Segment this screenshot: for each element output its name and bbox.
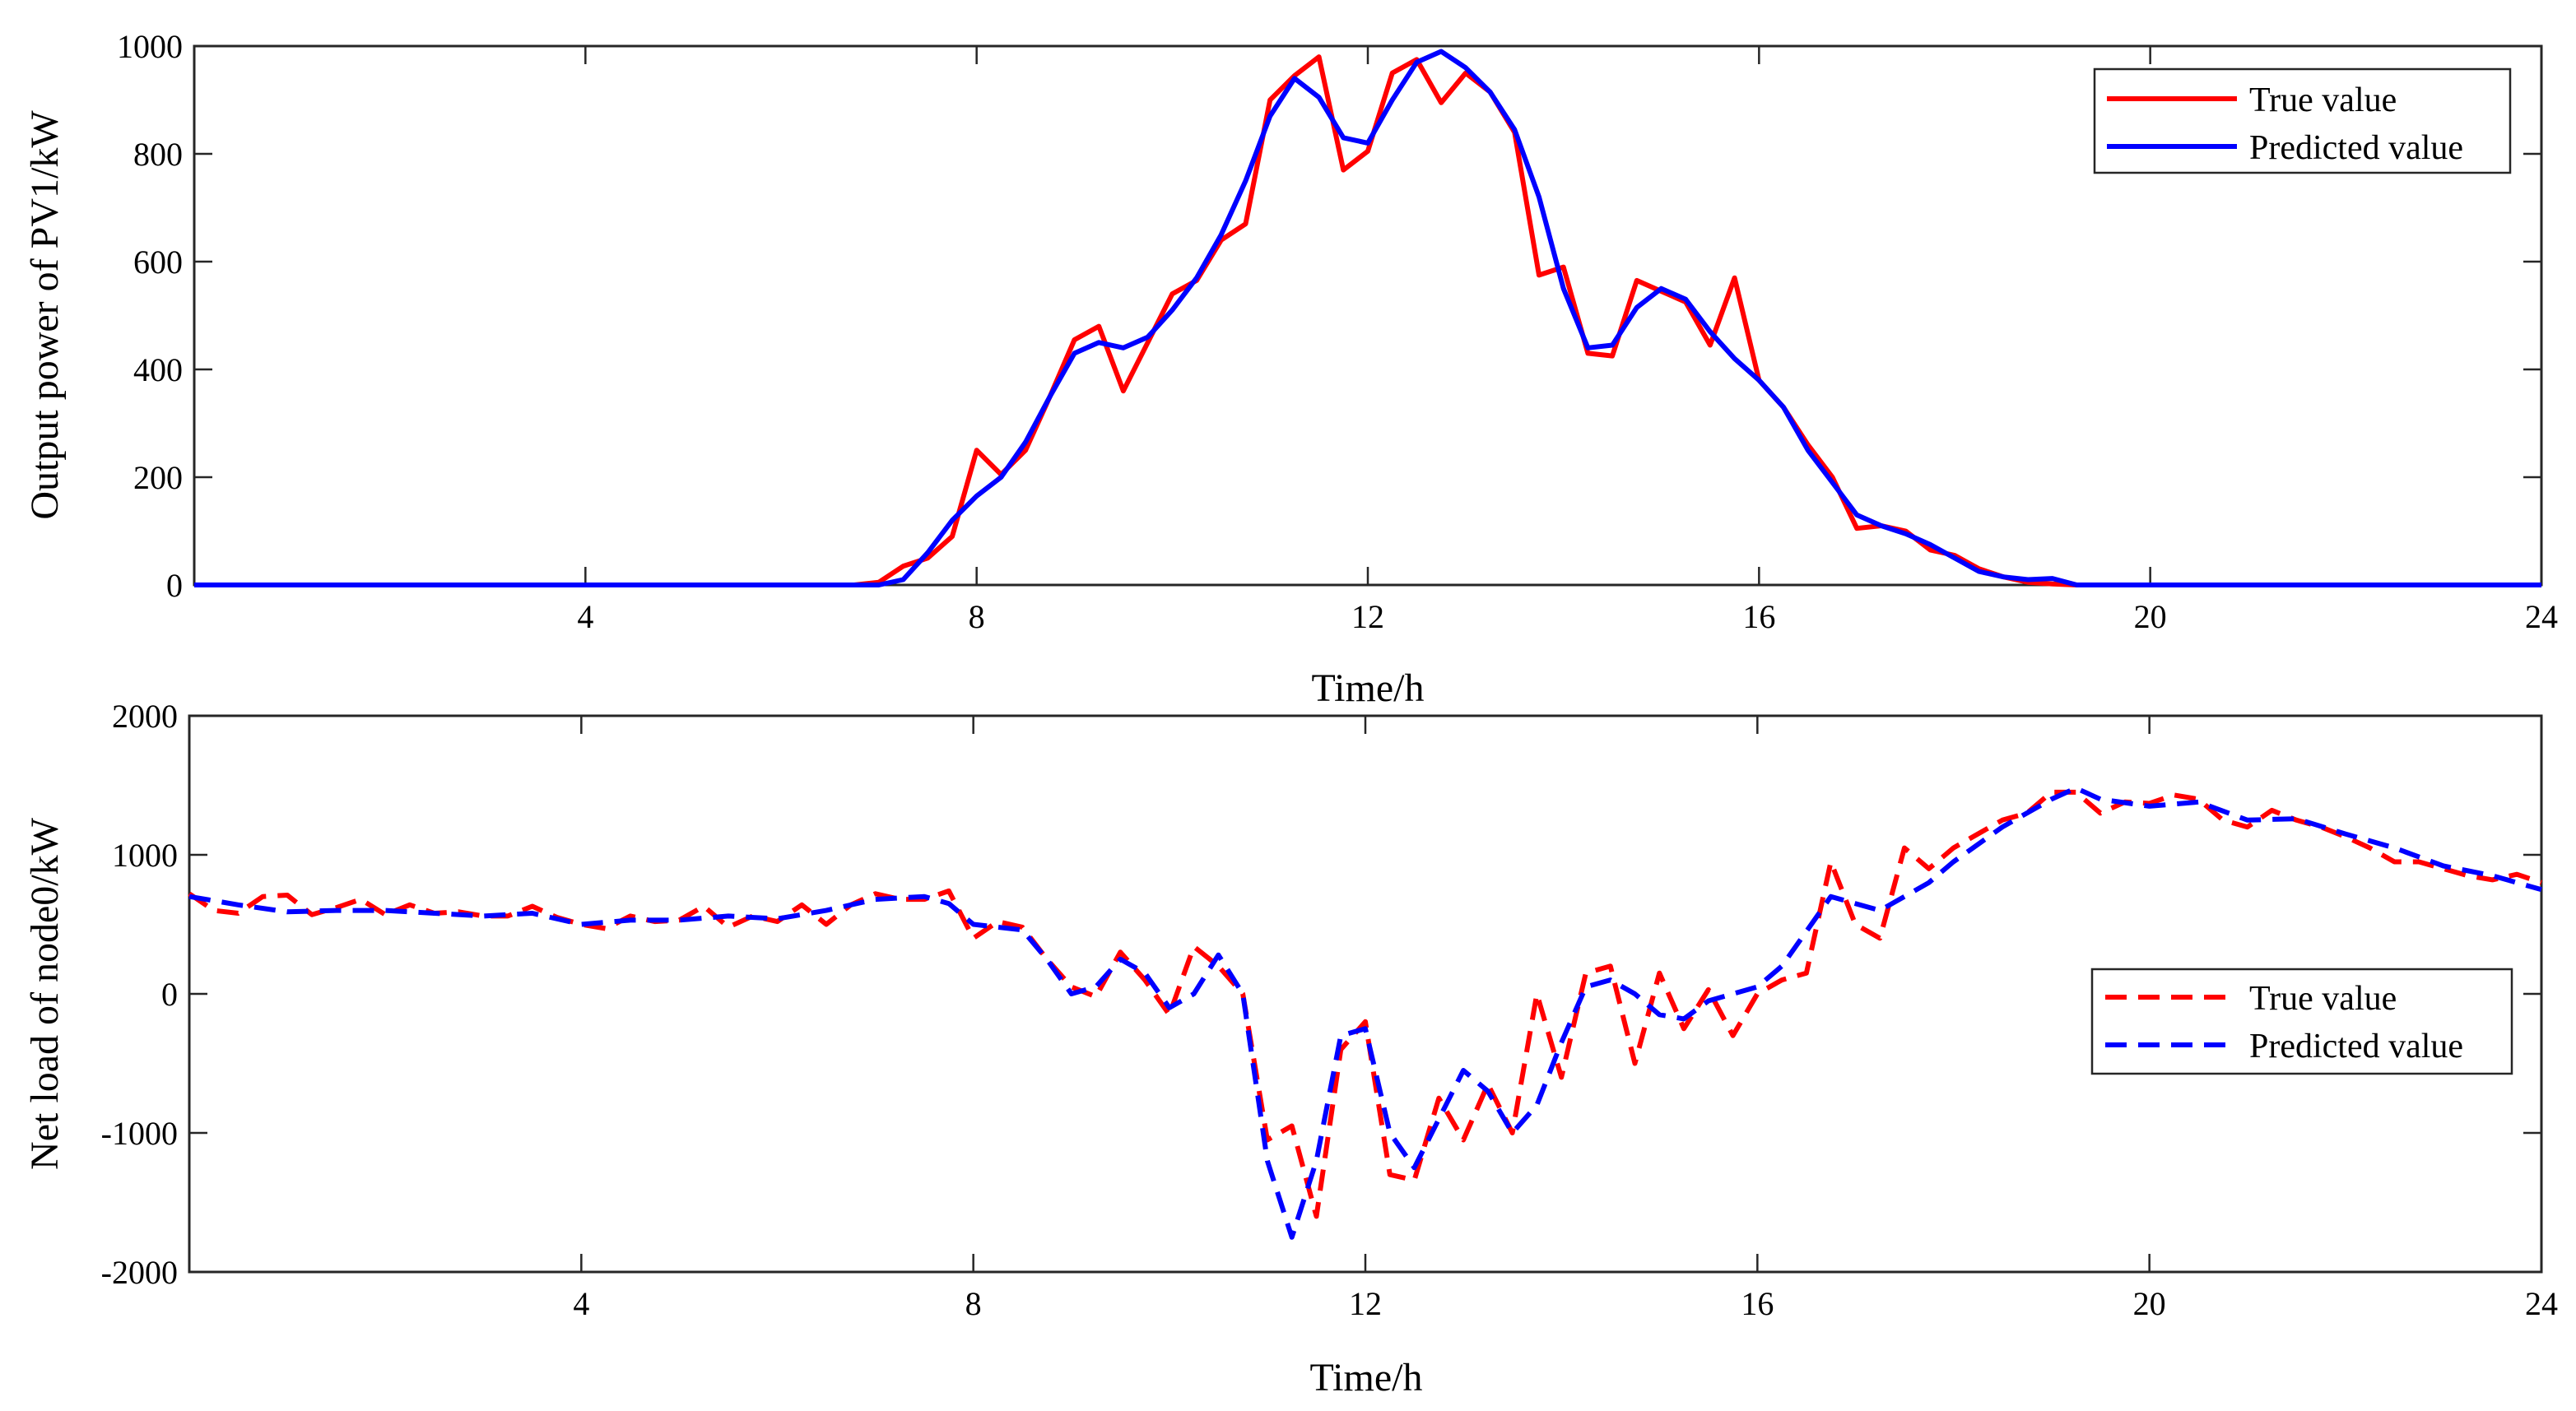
y-tick-label: 600: [133, 244, 183, 281]
series-line-true-value: [188, 789, 2542, 1219]
x-tick-label: 16: [1741, 1285, 1774, 1322]
legend-label-predicted: Predicted value: [2249, 1028, 2463, 1065]
y-tick-label: -1000: [101, 1115, 178, 1152]
x-tick-label: 20: [2133, 1285, 2166, 1322]
y-tick-label: 0: [166, 567, 183, 604]
x-tick-label: 24: [2525, 1285, 2558, 1322]
series-lines: [194, 49, 2541, 587]
legend-box: [2093, 67, 2512, 174]
net-load-chart: 4 8 12 16 20 24 -2000 -1000 0 1000 2000 Time/h Net…: [23, 698, 2558, 1399]
y-tick-label: -2000: [101, 1254, 178, 1291]
y-tick-label: 800: [133, 136, 183, 173]
x-axis-label: Time/h: [1312, 666, 1425, 710]
y-tick-label: 400: [133, 351, 183, 388]
series-line-predicted-value: [194, 49, 2541, 587]
y-tick-label: 0: [161, 976, 178, 1013]
legend-box: [2090, 968, 2513, 1075]
y-tick-label: 200: [133, 459, 183, 496]
y-axis-label: Net load of node0/kW: [23, 817, 67, 1170]
x-tick-label: 16: [1742, 598, 1775, 635]
tick-labels: 4 8 12 16 20 24 0 200 400 600 800 1000: [117, 28, 2558, 635]
legend: True value Predicted value: [2093, 67, 2512, 174]
x-tick-label: 4: [577, 598, 593, 635]
x-tick-label: 24: [2525, 598, 2558, 635]
tick-labels: 4 8 12 16 20 24 -2000 -1000 0 1000 2000: [101, 698, 2558, 1322]
x-tick-label: 12: [1351, 598, 1384, 635]
x-tick-label: 8: [969, 598, 985, 635]
legend-label-true: True value: [2249, 81, 2397, 119]
y-tick-label: 1000: [112, 837, 178, 874]
x-tick-label: 8: [965, 1285, 982, 1322]
axis-ticks: [189, 714, 2543, 1274]
legend-label-true: True value: [2249, 980, 2397, 1018]
y-tick-label: 2000: [112, 698, 178, 735]
legend-label-predicted: Predicted value: [2249, 129, 2463, 167]
pv-output-chart: 4 8 12 16 20 24 0 200 400 600 800 1000 Time/h Outpu…: [23, 28, 2558, 710]
y-tick-label: 1000: [117, 28, 183, 65]
x-tick-label: 12: [1349, 1285, 1382, 1322]
legend: True value Predicted value: [2090, 968, 2513, 1075]
x-tick-label: 4: [573, 1285, 589, 1322]
y-axis-label: Output power of PV1/kW: [23, 110, 67, 520]
x-axis-label: Time/h: [1310, 1356, 1423, 1399]
x-tick-label: 20: [2134, 598, 2167, 635]
series-line-predicted-value: [188, 785, 2542, 1240]
series-lines: [188, 785, 2542, 1240]
